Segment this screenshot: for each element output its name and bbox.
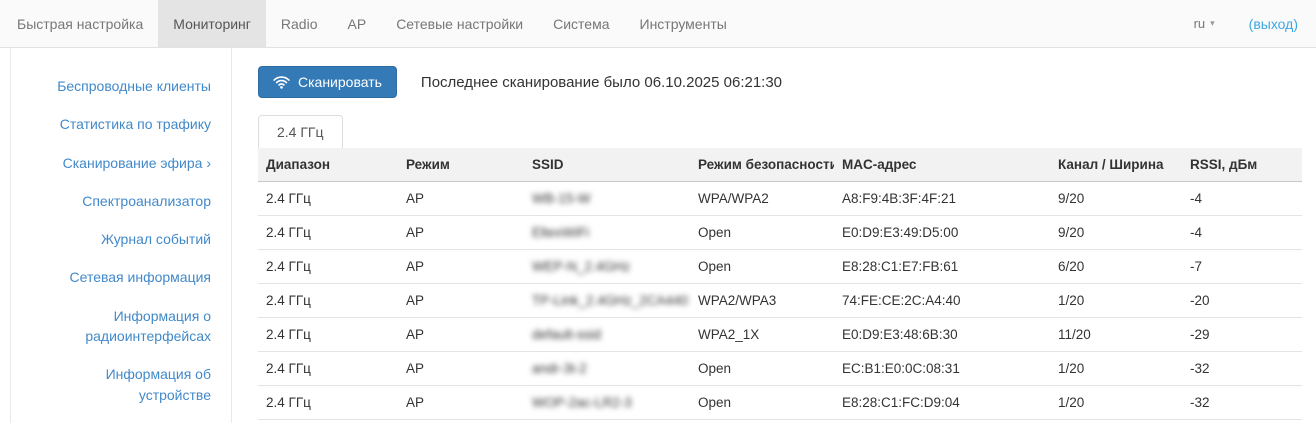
cell-ssid: WOP-2ac-LR2-3 — [524, 385, 690, 420]
language-value: ru — [1193, 16, 1206, 31]
band-tabs: 2.4 ГГц — [258, 115, 1302, 148]
col-header-mode: Режим — [398, 148, 524, 182]
nav-item-ap[interactable]: AP — [347, 15, 367, 32]
tab-2-4ghz[interactable]: 2.4 ГГц — [258, 115, 343, 148]
cell-band: 2.4 ГГц — [258, 385, 398, 420]
cell-security: Open — [690, 215, 834, 250]
col-header-mac: MAC-адрес — [834, 148, 1050, 182]
cell-rssi: -29 — [1182, 317, 1302, 352]
nav-item-monitoring[interactable]: Мониторинг — [158, 0, 266, 47]
col-header-rssi: RSSI, дБм — [1182, 148, 1302, 182]
cell-rssi: -20 — [1182, 283, 1302, 318]
cell-mode: AP — [398, 317, 524, 352]
navbar-right-group: ru ▾ (выход) — [1194, 0, 1316, 47]
sidebar-item-traffic-statistics[interactable]: Статистика по трафику — [59, 116, 211, 133]
cell-mode: AP — [398, 351, 524, 386]
last-scan-text: Последнее сканирование было 06.10.2025 0… — [420, 73, 783, 91]
nav-item-tools[interactable]: Инструменты — [639, 15, 727, 32]
cell-mode: AP — [398, 181, 524, 216]
cell-ssid: andr-3t-2 — [524, 351, 690, 386]
page-layout: Беспроводные клиенты Статистика по трафи… — [0, 48, 1316, 423]
table-row: 2.4 ГГц AP WOP-2ac-LR2-3 Open E8:28:C1:F… — [258, 385, 1302, 420]
cell-channel-width: 1/20 — [1050, 283, 1182, 318]
cell-channel-width: 9/20 — [1050, 181, 1182, 216]
cell-mac: E0:D9:E3:48:6B:30 — [834, 317, 1050, 352]
nav-item-quick-setup[interactable]: Быстрая настройка — [17, 15, 144, 32]
cell-mac: E8:28:C1:E7:FB:61 — [834, 249, 1050, 284]
sidebar-item-event-log[interactable]: Журнал событий — [100, 231, 211, 248]
cell-channel-width: 1/20 — [1050, 351, 1182, 386]
sidebar: Беспроводные клиенты Статистика по трафи… — [10, 48, 232, 423]
table-row: 2.4 ГГц AP TP-Link_2.4GHz_2CA440 WPA2/WP… — [258, 283, 1302, 318]
cell-channel-width: 1/20 — [1050, 385, 1182, 420]
cell-ssid: WEP-N_2.4GHz — [524, 249, 690, 284]
language-selector[interactable]: ru ▾ — [1194, 16, 1215, 31]
cell-band: 2.4 ГГц — [258, 317, 398, 352]
table-row: 2.4 ГГц AP andr-3t-2 Open EC:B1:E0:0C:08… — [258, 351, 1302, 386]
cell-rssi: -7 — [1182, 249, 1302, 284]
cell-security: Open — [690, 351, 834, 386]
cell-channel-width: 11/20 — [1050, 317, 1182, 352]
cell-mac: E0:D9:E3:49:D5:00 — [834, 215, 1050, 250]
cell-mode: AP — [398, 215, 524, 250]
cell-band: 2.4 ГГц — [258, 351, 398, 386]
table-row: 2.4 ГГц AP WEP-N_2.4GHz Open E8:28:C1:E7… — [258, 249, 1302, 284]
scan-controls-row: Сканировать Последнее сканирование было … — [258, 66, 1302, 98]
col-header-security: Режим безопасности — [690, 148, 834, 182]
wifi-icon — [273, 75, 290, 89]
cell-security: Open — [690, 385, 834, 420]
col-header-ssid: SSID — [524, 148, 690, 182]
cell-band: 2.4 ГГц — [258, 215, 398, 250]
cell-ssid: TP-Link_2.4GHz_2CA440 — [524, 283, 690, 318]
table-header-row: Диапазон Режим SSID Режим безопасности M… — [258, 148, 1302, 182]
cell-band: 2.4 ГГц — [258, 283, 398, 318]
table-row: 2.4 ГГц AP EltexWiFi Open E0:D9:E3:49:D5… — [258, 215, 1302, 250]
cell-mac: 74:FE:CE:2C:A4:40 — [834, 283, 1050, 318]
cell-mac: E8:28:C1:FC:D9:04 — [834, 385, 1050, 420]
cell-band: 2.4 ГГц — [258, 249, 398, 284]
cell-band: 2.4 ГГц — [258, 181, 398, 216]
table-row: 2.4 ГГц AP default-ssid WPA2_1X E0:D9:E3… — [258, 317, 1302, 352]
sidebar-item-device-info[interactable]: Информация об устройстве — [105, 366, 211, 403]
top-navbar: Быстрая настройка Мониторинг Radio AP Се… — [0, 0, 1316, 48]
cell-channel-width: 9/20 — [1050, 215, 1182, 250]
cell-mac: EC:B1:E0:0C:08:31 — [834, 351, 1050, 386]
col-header-channel-width: Канал / Ширина — [1050, 148, 1182, 182]
cell-rssi: -4 — [1182, 215, 1302, 250]
table-row: 2.4 ГГц AP WB-15-W WPA/WPA2 A8:F9:4B:3F:… — [258, 181, 1302, 216]
cell-rssi: -4 — [1182, 181, 1302, 216]
cell-security: WPA/WPA2 — [690, 181, 834, 216]
nav-item-network-settings[interactable]: Сетевые настройки — [396, 15, 524, 32]
cell-channel-width: 6/20 — [1050, 249, 1182, 284]
cell-security: Open — [690, 249, 834, 284]
cell-security: WPA2_1X — [690, 317, 834, 352]
cell-ssid: WB-15-W — [524, 181, 690, 216]
sidebar-item-wireless-clients[interactable]: Беспроводные клиенты — [57, 78, 211, 94]
cell-rssi: -32 — [1182, 351, 1302, 386]
cell-mode: AP — [398, 385, 524, 420]
sidebar-item-radio-interfaces-info[interactable]: Информация о радиоинтерфейсах — [85, 307, 211, 345]
cell-mac: A8:F9:4B:3F:4F:21 — [834, 181, 1050, 216]
cell-mode: AP — [398, 249, 524, 284]
sidebar-item-network-info[interactable]: Сетевая информация — [69, 269, 211, 286]
cell-ssid: EltexWiFi — [524, 215, 690, 250]
cell-mode: AP — [398, 283, 524, 318]
main-content: Сканировать Последнее сканирование было … — [232, 48, 1316, 420]
logout-link[interactable]: (выход) — [1248, 15, 1298, 32]
cell-rssi: -32 — [1182, 385, 1302, 420]
nav-item-system[interactable]: Система — [553, 15, 610, 32]
scan-button-label: Сканировать — [298, 74, 382, 90]
scan-results-table: Диапазон Режим SSID Режим безопасности M… — [258, 148, 1302, 420]
sidebar-item-spectrum-analyzer[interactable]: Спектроанализатор — [82, 192, 211, 209]
sidebar-item-air-scan[interactable]: Сканирование эфира › — [62, 154, 211, 171]
nav-item-radio[interactable]: Radio — [280, 15, 318, 32]
cell-ssid: default-ssid — [524, 317, 690, 352]
col-header-band: Диапазон — [258, 148, 398, 182]
caret-down-icon: ▾ — [1210, 18, 1215, 28]
cell-security: WPA2/WPA3 — [690, 283, 834, 318]
scan-button[interactable]: Сканировать — [258, 66, 397, 98]
